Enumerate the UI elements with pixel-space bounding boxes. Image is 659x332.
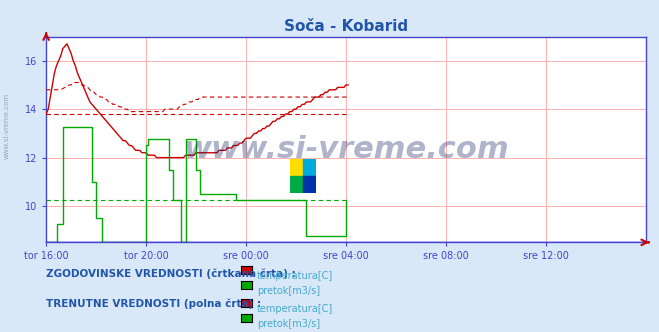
Text: www.si-vreme.com: www.si-vreme.com — [3, 93, 10, 159]
Text: www.si-vreme.com: www.si-vreme.com — [183, 135, 509, 164]
Bar — [290, 159, 303, 176]
Bar — [303, 176, 316, 193]
Text: temperatura[C]: temperatura[C] — [257, 304, 333, 314]
Text: ZGODOVINSKE VREDNOSTI (črtkana črta) :: ZGODOVINSKE VREDNOSTI (črtkana črta) : — [46, 269, 296, 280]
Title: Soča - Kobarid: Soča - Kobarid — [284, 19, 408, 34]
Bar — [290, 176, 303, 193]
Text: temperatura[C]: temperatura[C] — [257, 271, 333, 281]
Text: pretok[m3/s]: pretok[m3/s] — [257, 319, 320, 329]
Bar — [303, 159, 316, 176]
Text: pretok[m3/s]: pretok[m3/s] — [257, 286, 320, 295]
Text: TRENUTNE VREDNOSTI (polna črta) :: TRENUTNE VREDNOSTI (polna črta) : — [46, 299, 261, 309]
